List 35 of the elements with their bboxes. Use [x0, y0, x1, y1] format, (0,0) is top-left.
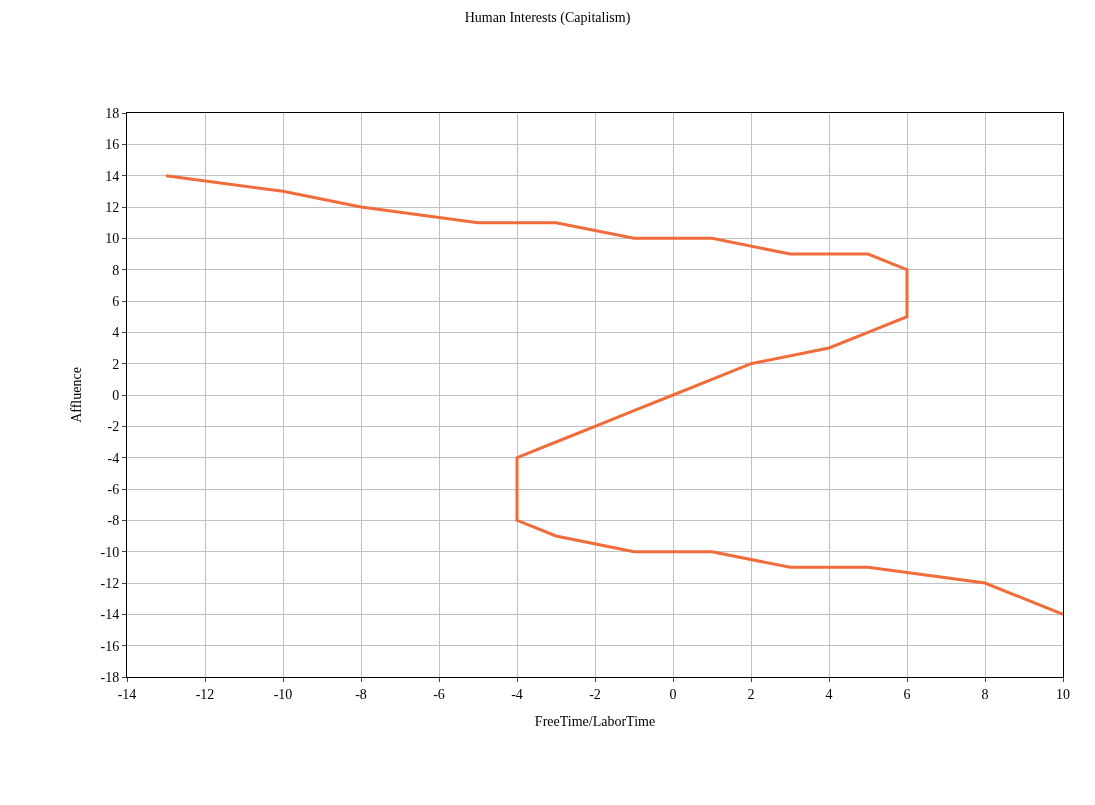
- y-tick-label: -6: [107, 481, 120, 497]
- x-tick-label: 6: [903, 686, 911, 702]
- y-tick-label: 14: [105, 168, 120, 184]
- y-tick-label: 2: [112, 356, 120, 372]
- x-tick-label: 8: [981, 686, 989, 702]
- y-tick-label: -8: [107, 513, 120, 529]
- y-tick-label: -12: [100, 575, 120, 591]
- y-tick-label: -16: [100, 638, 120, 654]
- x-tick-label: 10: [1056, 686, 1070, 702]
- y-tick-label: 8: [112, 262, 120, 278]
- y-tick-label: 4: [112, 325, 120, 341]
- chart-title: Human Interests (Capitalism): [464, 9, 631, 26]
- y-tick-label: 18: [105, 105, 120, 121]
- x-tick-label: -6: [433, 686, 445, 702]
- x-tick-label: 4: [825, 686, 833, 702]
- y-tick-label: -18: [100, 669, 120, 685]
- x-tick-label: -12: [195, 686, 215, 702]
- y-tick-label: 10: [105, 231, 120, 247]
- y-axis-title: Affluence: [69, 367, 85, 423]
- y-tick-label: -2: [107, 419, 120, 435]
- y-tick-label: -10: [100, 544, 120, 560]
- y-tick-label: 0: [112, 387, 120, 403]
- line-series: [164, 174, 1063, 616]
- x-tick-label: -8: [355, 686, 367, 702]
- x-tick-label: -10: [273, 686, 293, 702]
- x-tick-label: 2: [747, 686, 755, 702]
- x-tick-label: 0: [669, 686, 677, 702]
- y-tick-label: 6: [112, 293, 120, 309]
- x-tick-label: -2: [589, 686, 601, 702]
- x-tick-label: -4: [511, 686, 523, 702]
- y-tick-label: -14: [100, 607, 120, 623]
- y-tick-label: 12: [105, 199, 120, 215]
- y-tick-label: -4: [107, 450, 120, 466]
- y-tick-label: 16: [105, 137, 120, 153]
- x-axis-title: FreeTime/LaborTime: [534, 714, 656, 730]
